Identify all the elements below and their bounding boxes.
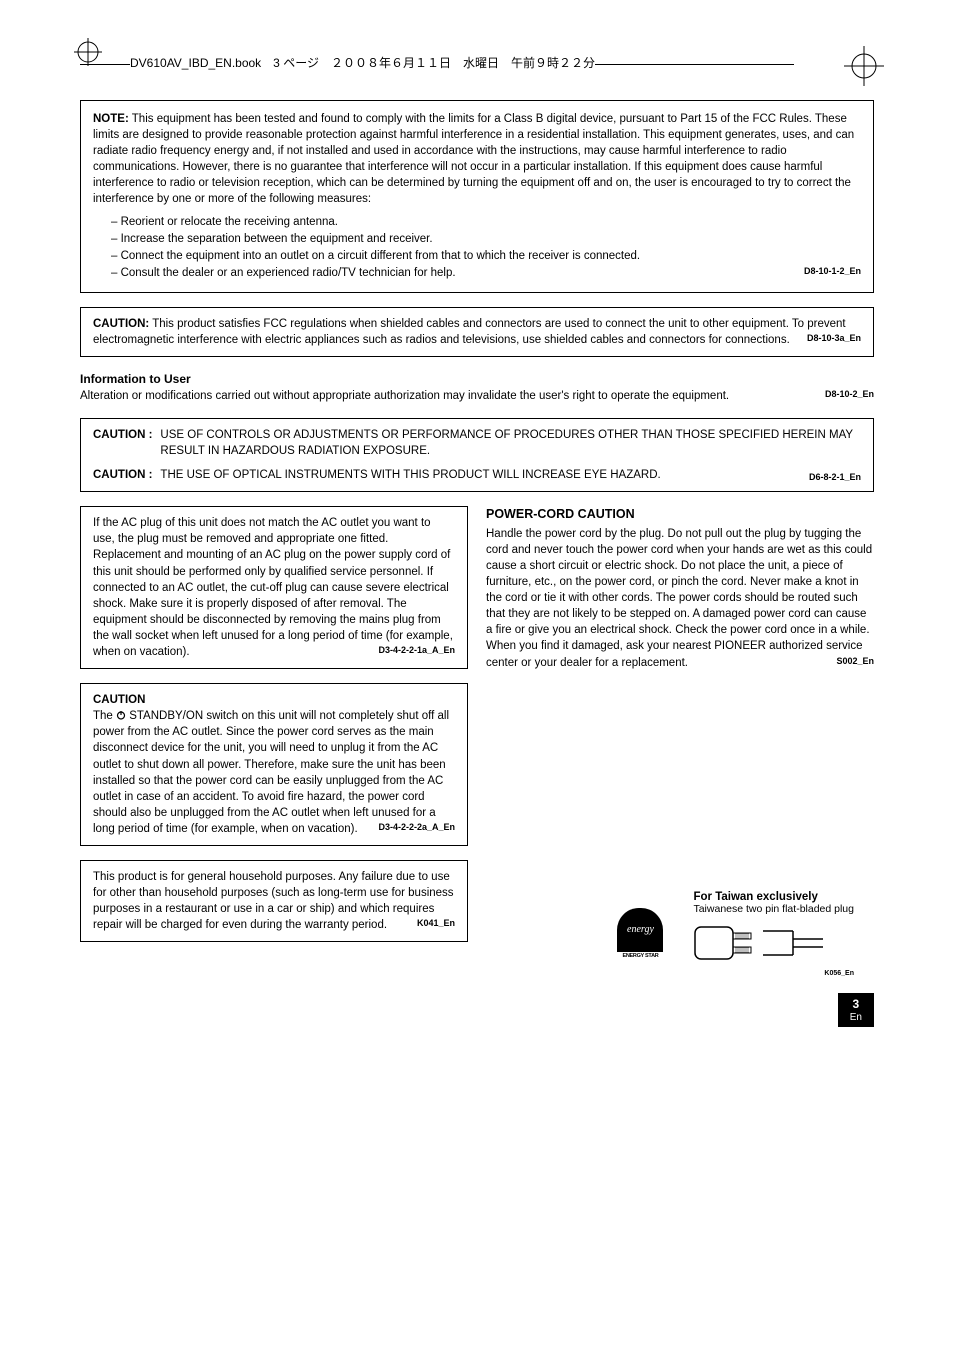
crop-mark-top-left: [72, 36, 112, 76]
ac-plug-box: If the AC plug of this unit does not mat…: [80, 506, 468, 669]
caution-label: CAUTION:: [93, 318, 149, 330]
crop-mark-top-right: [834, 36, 894, 96]
caution-code: D8-10-3a_En: [807, 332, 861, 345]
standby-pre: The: [93, 710, 116, 722]
two-column-section: If the AC plug of this unit does not mat…: [80, 506, 874, 976]
note-body: This equipment has been tested and found…: [93, 113, 854, 205]
standby-icon: [116, 710, 126, 720]
power-cord-body: Handle the power cord by the plug. Do no…: [486, 528, 872, 669]
caution-fcc-box: CAUTION: This product satisfies FCC regu…: [80, 307, 874, 357]
caution2-line1: USE OF CONTROLS OR ADJUSTMENTS OR PERFOR…: [160, 427, 861, 459]
note-code: D8-10-1-2_En: [816, 265, 861, 278]
energy-star-logo: energy ENERGY STAR: [617, 908, 663, 960]
header-filename: DV610AV_IBD_EN.book 3 ページ ２００８年６月１１日 水曜日…: [130, 54, 595, 71]
taiwan-title: For Taiwan exclusively: [693, 891, 854, 903]
power-cord-block: POWER-CORD CAUTION Handle the power cord…: [486, 506, 874, 670]
note-item: – Connect the equipment into an outlet o…: [111, 248, 861, 264]
standby-post: STANDBY/ON switch on this unit will not …: [93, 710, 449, 835]
standby-caution-box: CAUTION The STANDBY/ON switch on this un…: [80, 683, 468, 846]
page-lang: En: [850, 1012, 862, 1023]
caution2-label1: CAUTION :: [93, 427, 152, 459]
plug-icon: [693, 919, 833, 969]
ac-plug-code: D3-4-2-2-1a_A_En: [378, 644, 455, 657]
ac-plug-body: If the AC plug of this unit does not mat…: [93, 517, 453, 658]
note-item-text: – Consult the dealer or an experienced r…: [111, 267, 456, 279]
caution2-code: D6-8-2-1_En: [809, 471, 861, 484]
page-content: NOTE: This equipment has been tested and…: [0, 0, 954, 1067]
taiwan-block: energy ENERGY STAR For Taiwan exclusivel…: [486, 891, 874, 977]
household-code: K041_En: [417, 917, 455, 930]
page-number: 3: [853, 997, 860, 1011]
taiwan-sub: Taiwanese two pin flat-bladed plug: [693, 903, 854, 915]
energy-star-label: ENERGY STAR: [617, 952, 663, 960]
energy-star-top: energy: [627, 908, 654, 952]
page-footer: 3 En: [80, 993, 874, 1027]
household-body: This product is for general household pu…: [93, 871, 454, 931]
note-item: – Increase the separation between the eq…: [111, 231, 861, 247]
standby-code: D3-4-2-2-2a_A_En: [378, 821, 455, 834]
caution2-label2: CAUTION :: [93, 467, 152, 483]
note-label: NOTE:: [93, 113, 129, 125]
caution2-line2: THE USE OF OPTICAL INSTRUMENTS WITH THIS…: [160, 467, 801, 483]
note-item: – Reorient or relocate the receiving ant…: [111, 214, 861, 230]
note-item: – Consult the dealer or an experienced r…: [111, 265, 861, 281]
power-cord-code: S002_En: [836, 655, 874, 668]
taiwan-code: K056_En: [693, 970, 854, 977]
note-box: NOTE: This equipment has been tested and…: [80, 100, 874, 293]
caution-body: This product satisfies FCC regulations w…: [93, 318, 846, 346]
household-box: This product is for general household pu…: [80, 860, 468, 942]
standby-title: CAUTION: [93, 692, 455, 708]
info-user-body: Alteration or modifications carried out …: [80, 390, 729, 402]
caution-radiation-box: CAUTION : USE OF CONTROLS OR ADJUSTMENTS…: [80, 418, 874, 492]
info-user-block: Information to User Alteration or modifi…: [80, 371, 874, 404]
page-number-badge: 3 En: [838, 993, 874, 1027]
info-user-code: D8-10-2_En: [825, 388, 874, 401]
info-user-title: Information to User: [80, 371, 874, 388]
power-cord-title: POWER-CORD CAUTION: [486, 506, 874, 524]
note-list: – Reorient or relocate the receiving ant…: [111, 214, 861, 281]
